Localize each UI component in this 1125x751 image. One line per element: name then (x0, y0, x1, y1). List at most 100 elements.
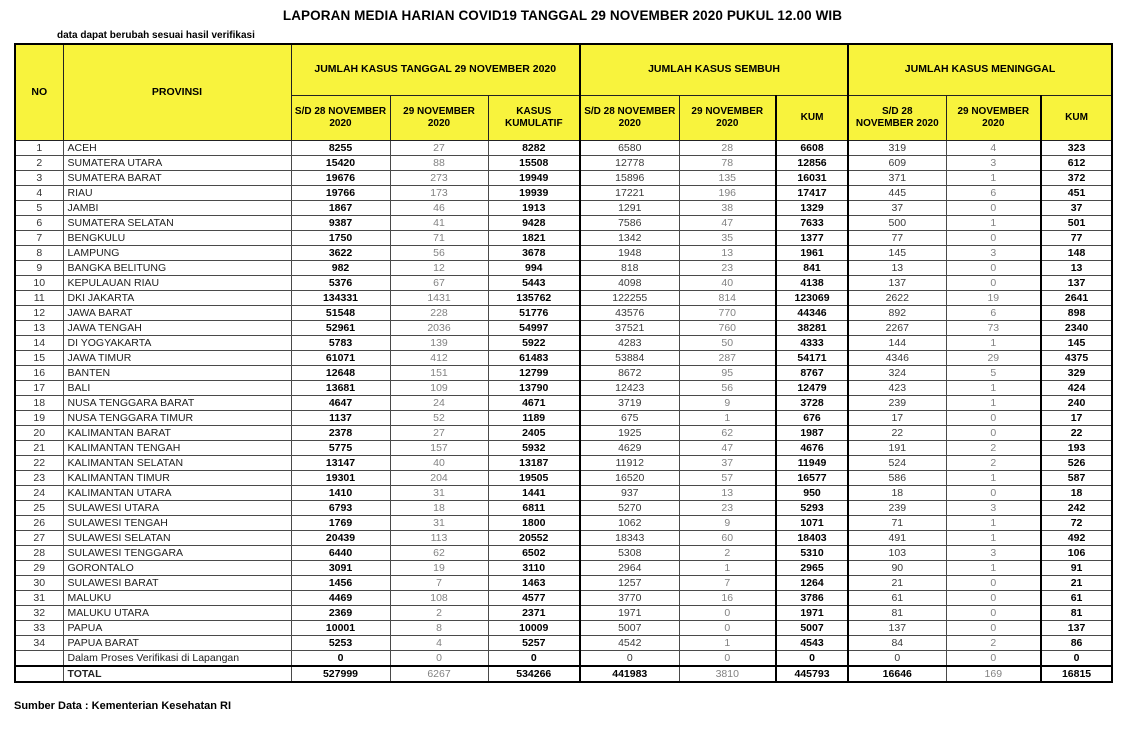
data-source: Sumber Data : Kementerian Kesehatan RI (14, 700, 232, 712)
value-cell: 6267 (389, 665, 489, 683)
value-cell: 7586 (579, 215, 680, 231)
value-cell: 1 (945, 530, 1042, 546)
value-cell: 15508 (487, 155, 581, 171)
value-cell: 137 (847, 275, 947, 291)
value-cell: 13 (678, 245, 777, 261)
value-cell: 37 (678, 455, 777, 471)
value-cell: 1 (678, 410, 777, 426)
value-cell: 287 (678, 350, 777, 366)
value-cell: 21 (847, 575, 947, 591)
table-row: 18 NUSA TENGGARA BARAT 4647 24 4671 3719 9 3728… (14, 395, 1113, 411)
table-row: 17 BALI 13681 109 13790 12423 56 12479 423 1 424 (14, 380, 1113, 396)
value-cell: 5253 (290, 635, 391, 651)
value-cell: 57 (678, 470, 777, 486)
no-cell: 16 (14, 365, 64, 381)
value-cell: 423 (847, 380, 947, 396)
table-row: 1 ACEH 8255 27 8282 6580 28 6608 319 4 323 (14, 140, 1113, 156)
value-cell: 9387 (290, 215, 391, 231)
value-cell: 5007 (775, 620, 849, 636)
col-header-group-sembuh: JUMLAH KASUS SEMBUH (579, 43, 849, 96)
value-cell: 6 (945, 185, 1042, 201)
no-cell: 7 (14, 230, 64, 246)
value-cell: 937 (579, 485, 680, 501)
value-cell: 2641 (1040, 290, 1113, 306)
value-cell: 145 (847, 245, 947, 261)
value-cell: 1 (945, 560, 1042, 576)
value-cell: 0 (847, 650, 947, 667)
province-cell: SUMATERA UTARA (62, 155, 292, 171)
no-cell: 15 (14, 350, 64, 366)
province-cell: ACEH (62, 140, 292, 156)
value-cell: 0 (945, 620, 1042, 636)
value-cell: 10009 (487, 620, 581, 636)
value-cell: 1071 (775, 515, 849, 531)
value-cell: 11912 (579, 455, 680, 471)
province-cell: BALI (62, 380, 292, 396)
value-cell: 441983 (579, 665, 680, 683)
value-cell: 587 (1040, 470, 1113, 486)
value-cell: 137 (847, 620, 947, 636)
value-cell: 2 (945, 455, 1042, 471)
value-cell: 27 (389, 140, 489, 156)
province-cell: LAMPUNG (62, 245, 292, 261)
value-cell: 173 (389, 185, 489, 201)
value-cell: 501 (1040, 215, 1113, 231)
table-row: 21 KALIMANTAN TENGAH 5775 157 5932 4629 47 4676… (14, 440, 1113, 456)
value-cell: 113 (389, 530, 489, 546)
value-cell: 1 (945, 470, 1042, 486)
table-row: 29 GORONTALO 3091 19 3110 2964 1 2965 90 1 91 (14, 560, 1113, 576)
no-cell: 11 (14, 290, 64, 306)
value-cell: 12799 (487, 365, 581, 381)
value-cell: 204 (389, 470, 489, 486)
value-cell: 84 (847, 635, 947, 651)
province-cell: NUSA TENGGARA BARAT (62, 395, 292, 411)
value-cell: 78 (678, 155, 777, 171)
value-cell: 1 (945, 380, 1042, 396)
value-cell: 2369 (290, 605, 391, 621)
value-cell: 240 (1040, 395, 1113, 411)
value-cell: 19301 (290, 470, 391, 486)
value-cell: 18 (389, 500, 489, 516)
value-cell: 1 (678, 635, 777, 651)
no-cell: 13 (14, 320, 64, 336)
value-cell: 38 (678, 200, 777, 216)
value-cell: 1377 (775, 230, 849, 246)
value-cell: 20552 (487, 530, 581, 546)
header-group-row: NO PROVINSI JUMLAH KASUS TANGGAL 29 NOVE… (14, 43, 1113, 141)
no-cell: 23 (14, 470, 64, 486)
table-row: 6 SUMATERA SELATAN 9387 41 9428 7586 47 7633 500… (14, 215, 1113, 231)
province-cell: JAWA TENGAH (62, 320, 292, 336)
value-cell: 770 (678, 305, 777, 321)
no-cell: 5 (14, 200, 64, 216)
province-cell: SULAWESI UTARA (62, 500, 292, 516)
value-cell: 27 (389, 425, 489, 441)
value-cell: 16577 (775, 470, 849, 486)
table-row: 30 SULAWESI BARAT 1456 7 1463 1257 7 1264 21 0 21 (14, 575, 1113, 591)
value-cell: 451 (1040, 185, 1113, 201)
value-cell: 4283 (579, 335, 680, 351)
value-cell: 23 (678, 260, 777, 276)
value-cell: 0 (945, 260, 1042, 276)
province-cell: Dalam Proses Verifikasi di Lapangan (62, 650, 292, 667)
value-cell: 5293 (775, 500, 849, 516)
value-cell: 9428 (487, 215, 581, 231)
covid-report-table: NO PROVINSI JUMLAH KASUS TANGGAL 29 NOVE… (14, 43, 1114, 683)
value-cell: 28 (678, 140, 777, 156)
value-cell: 139 (389, 335, 489, 351)
value-cell: 19505 (487, 470, 581, 486)
value-cell: 1971 (579, 605, 680, 621)
value-cell: 193 (1040, 440, 1113, 456)
province-cell: JAMBI (62, 200, 292, 216)
value-cell: 3 (945, 155, 1042, 171)
province-cell: BANTEN (62, 365, 292, 381)
value-cell: 91 (1040, 560, 1113, 576)
value-cell: 524 (847, 455, 947, 471)
value-cell: 371 (847, 170, 947, 186)
value-cell: 1342 (579, 230, 680, 246)
value-cell: 44346 (775, 305, 849, 321)
value-cell: 108 (389, 590, 489, 606)
no-cell (14, 650, 64, 667)
value-cell: 9 (678, 395, 777, 411)
province-cell: JAWA BARAT (62, 305, 292, 321)
no-cell: 3 (14, 170, 64, 186)
